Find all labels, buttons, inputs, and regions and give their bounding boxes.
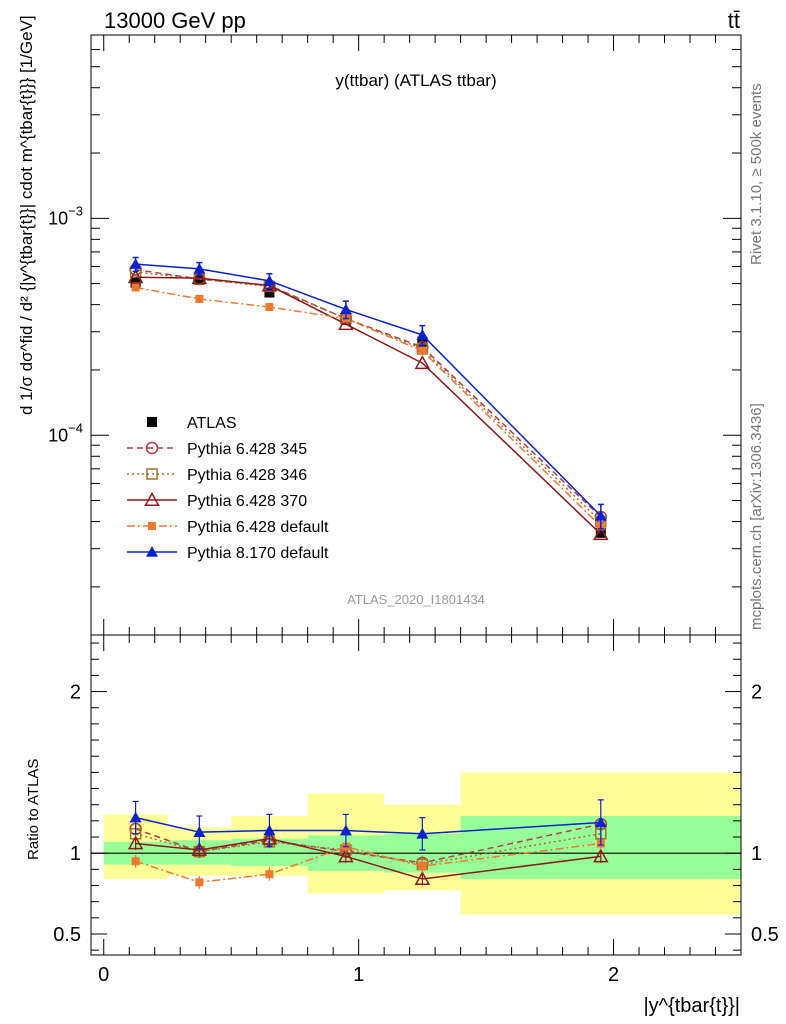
ratio-x-tick-label: 2 [608,964,619,986]
ratio-point-pythia-6-428-default [195,878,204,887]
line-pythia-6-428-default [135,286,602,527]
ratio-point-pythia-6-428-370 [593,848,609,863]
point-pythia-6-428-default [131,283,140,292]
ratio-line-pythia-6-428-345 [135,823,601,864]
legend-label-pythia-6-428-370: Pythia 6.428 370 [187,493,307,510]
legend: ATLAS Pythia 6.428 345 Pythia 6.428 346 Pyt… [127,415,329,562]
main-ylabel: d 1/σ dσ^fid / d² {|y^{tbar{t}}| cdot m^… [17,15,36,415]
ratio-point-pythia-8-170-default [594,816,607,828]
point-pythia-6-428-370 [127,269,144,284]
legend-entry-pythia-6-428-346: Pythia 6.428 346 [127,467,307,484]
point-pythia-6-428-370 [338,316,354,331]
legend-marker-pythia-6-428-346 [146,468,158,480]
ratio-y-tick-label-right: 0.5 [751,924,779,946]
series-pythia-6-428-346 [129,266,607,528]
y-tick-label: 10−3 [48,203,83,228]
point-pythia-8-170-default [193,262,206,274]
point-pythia-8-170-default [594,509,607,521]
main-ylabel-group: d 1/σ dσ^fid / d² {|y^{tbar{t}}| cdot m^… [17,15,36,415]
point-pythia-6-428-default [265,303,274,312]
ratio-point-pythia-6-428-default [418,862,427,871]
ratio-y-tick-label-right: 2 [751,682,762,704]
ratio-point-pythia-8-170-default [263,824,276,836]
legend-entry-pythia-6-428-default: Pythia 6.428 default [127,519,329,536]
watermark: ATLAS_2020_I1801434 [347,592,485,607]
main-axis-ticks: 10−3 10−4 [48,34,742,635]
ratio-x-tick-label: 1 [353,964,364,986]
point-pythia-6-428-370 [593,526,609,541]
point-pythia-6-428-370 [191,270,208,285]
line-pythia-8-170-default [135,263,602,517]
ratio-point-pythia-8-170-default [193,826,206,837]
point-pythia-6-428-370 [414,355,431,370]
x-axis-label: |y^{tbar{t}}| [643,995,740,1017]
ratio-ylabel: Ratio to ATLAS [25,759,42,860]
ratio-point-pythia-8-170-default [129,811,142,823]
main-panel: 10−3 10−4 y(ttbar) (ATLAS ttbar) ATLAS_20… [17,15,742,636]
legend-marker-pythia-6-428-345 [145,441,159,455]
legend-marker-pythia-8-170-default [146,546,158,557]
ratio-frame [90,634,742,956]
legend-marker-pythia-6-428-370 [144,491,160,506]
point-pythia-6-428-default [195,294,204,303]
ratio-x-tick-label: 0 [98,964,109,986]
ratio-series-pythia-8-170-default [129,799,607,851]
legend-entry-atlas: ATLAS [147,415,237,432]
point-atlas [264,287,275,298]
legend-marker-pythia-6-428-default [148,522,156,530]
ratio-panel: 0.5 0.5 1 1 2 2 0 1 2 Ratio to ATLAS |y^{tbar{t}… [25,634,779,1017]
y-tick-label: 10−4 [48,420,83,445]
ratio-point-pythia-6-428-370 [338,848,354,863]
ratio-point-pythia-6-428-370 [127,835,144,850]
main-data-layer [127,256,609,541]
legend-label-pythia-6-428-345: Pythia 6.428 345 [187,441,307,458]
line-pythia-6-428-370 [135,276,602,535]
ratio-line-pythia-6-428-default [135,842,601,884]
legend-marker-atlas [147,417,157,427]
ratio-y-tick-label-right: 1 [751,843,762,865]
legend-label-pythia-6-428-346: Pythia 6.428 346 [187,467,307,484]
ratio-point-pythia-6-428-370 [414,870,431,885]
ratio-data-layer [91,772,741,915]
legend-label-pythia-6-428-default: Pythia 6.428 default [187,519,329,536]
header-right: tt̄ [728,8,740,33]
point-pythia-8-170-default [339,303,352,315]
ratio-axis-ticks: 0.5 0.5 1 1 2 2 0 1 2 [53,635,779,986]
ratio-y-tick-label: 2 [70,682,81,704]
series-pythia-8-170-default [129,256,607,530]
rivet-version-text: Rivet 3.1.10, ≥ 500k events [748,83,765,265]
line-pythia-6-428-346 [135,271,602,523]
legend-label-pythia-8-170-default: Pythia 8.170 default [187,545,329,562]
main-title: y(ttbar) (ATLAS ttbar) [335,71,496,90]
point-atlas [194,274,205,285]
ratio-line-pythia-8-170-default [135,816,601,835]
legend-entry-pythia-6-428-345: Pythia 6.428 345 [127,441,307,458]
point-pythia-6-428-default [418,346,427,355]
ratio-point-pythia-6-428-default [131,857,140,866]
point-pythia-8-170-default [129,258,142,269]
legend-entry-pythia-6-428-370: Pythia 6.428 370 [127,491,307,510]
legend-entry-pythia-8-170-default: Pythia 8.170 default [127,545,329,562]
ratio-point-pythia-8-170-default [416,827,429,839]
ratio-line-pythia-6-428-370 [135,837,601,880]
ratio-y-tick-label: 1 [70,843,81,865]
ratio-point-pythia-6-428-default [265,870,274,879]
point-atlas [595,527,606,538]
header-left: 13000 GeV pp [104,8,246,33]
legend-label-atlas: ATLAS [187,415,237,432]
point-pythia-8-170-default [263,274,276,286]
mcplots-text: mcplots.cern.ch [arXiv:1306.3436] [748,403,765,630]
ratio-y-tick-label: 0.5 [53,924,81,946]
point-pythia-8-170-default [416,328,429,340]
ratio-xlabel: |y^{tbar{t}}| [643,995,740,1017]
ratio-point-pythia-8-170-default [339,824,352,836]
ratio-point-pythia-6-428-370 [191,841,208,856]
